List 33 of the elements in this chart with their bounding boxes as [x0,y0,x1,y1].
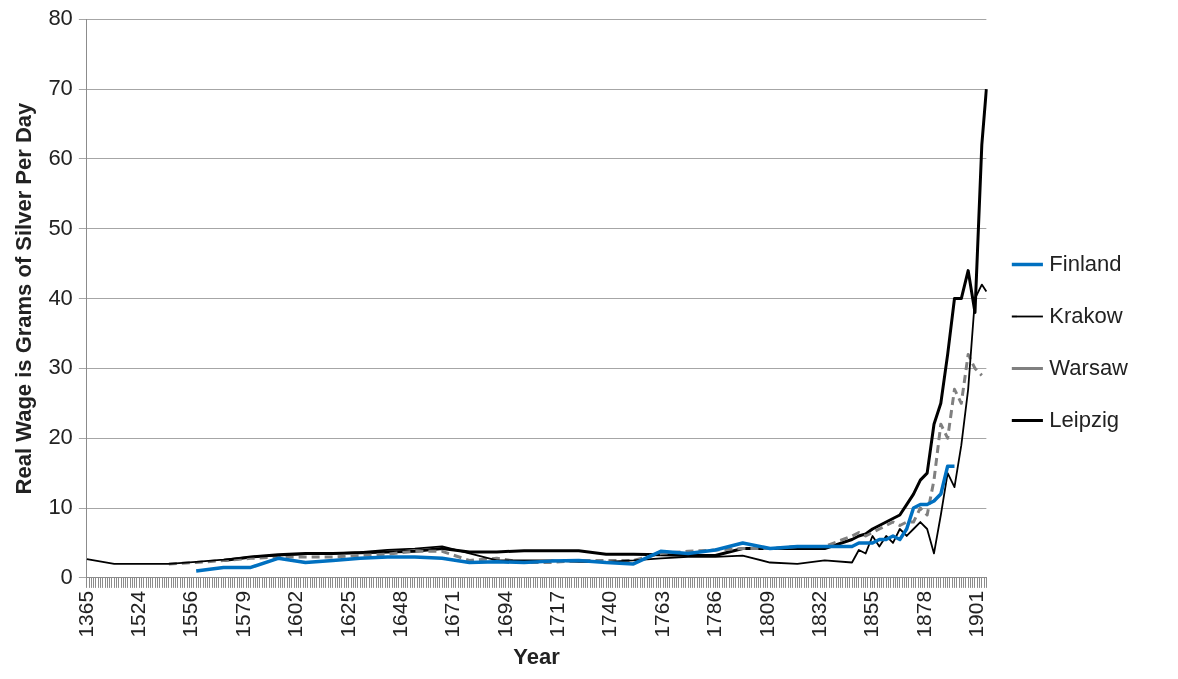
x-tick-label: 1786 [702,590,726,638]
y-tick-label: 10 [48,494,73,520]
x-axis-title: Year [513,643,561,669]
y-tick-label: 20 [48,424,73,450]
y-tick-label: 60 [48,144,73,170]
x-tick-label: 1763 [649,590,673,638]
x-tick-label: 1671 [440,590,464,638]
x-tick-label: 1556 [178,590,202,638]
legend-label: Warsaw [1049,354,1129,380]
y-tick-label: 70 [48,75,73,101]
legend-label: Finland [1049,250,1122,276]
y-axis-title: Real Wage is Grams of Silver Per Day [11,101,37,495]
x-tick-label: 1694 [492,590,516,638]
x-tick-label: 1602 [283,590,307,638]
x-tick-label: 1579 [230,590,254,638]
x-tick-label: 1625 [335,590,359,638]
x-tick-label: 1740 [597,590,621,638]
y-tick-label: 30 [48,354,73,380]
y-tick-label: 0 [60,563,73,589]
y-tick-label: 50 [48,214,73,240]
legend-label: Krakow [1049,302,1123,328]
x-tick-label: 1901 [964,590,988,638]
x-tick-label: 1365 [73,590,97,638]
x-tick-label: 1809 [754,590,778,638]
legend-label: Leipzig [1049,406,1120,432]
x-tick-label: 1855 [859,590,883,638]
x-tick-label: 1524 [126,590,150,638]
x-tick-label: 1832 [806,590,830,638]
x-tick-label: 1717 [545,590,569,638]
x-tick-label: 1648 [387,590,411,638]
y-tick-label: 80 [48,5,73,31]
x-tick-label: 1878 [911,590,935,638]
y-tick-label: 40 [48,284,73,310]
